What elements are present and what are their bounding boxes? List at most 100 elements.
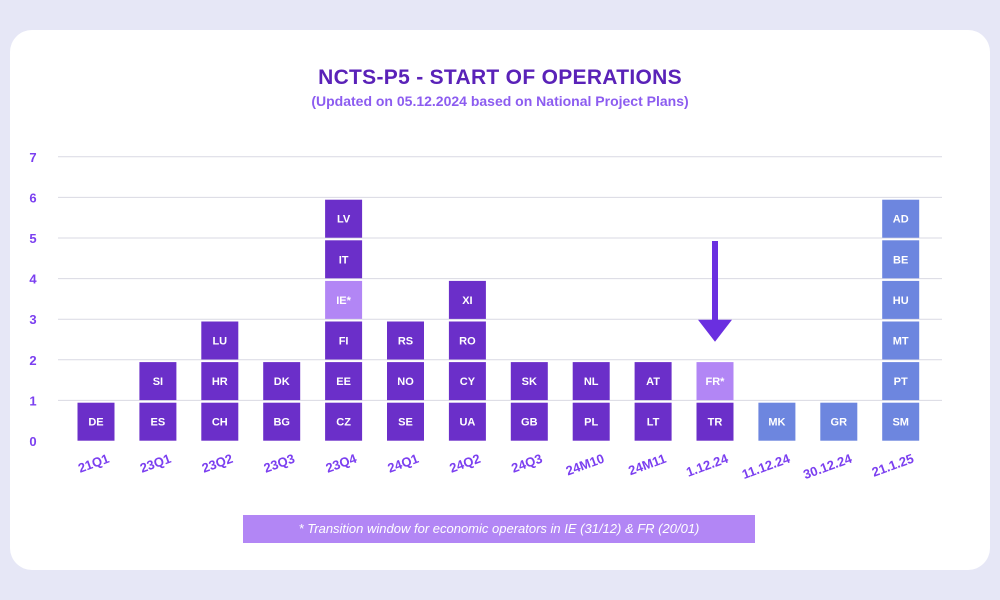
bar-segment-lu (201, 321, 239, 360)
bar-segment-ua (448, 402, 486, 441)
bar-segment-fi (325, 321, 363, 360)
x-tick-label: 1.12.24 (684, 450, 731, 479)
bar-label: DE (88, 417, 103, 429)
x-tick-label: 23Q4 (324, 450, 360, 475)
bar-label: PT (894, 376, 908, 388)
bar-label: SM (892, 417, 909, 429)
bar-label: RO (459, 336, 476, 348)
bar-segment-pl (572, 402, 610, 441)
bar-segment-es (139, 402, 177, 441)
bar-label: TR (708, 417, 723, 429)
bar-label: DK (274, 376, 290, 388)
x-tick-label: 23Q3 (262, 451, 297, 476)
bar-label: IT (339, 254, 349, 266)
x-tick-label: 24Q1 (386, 451, 421, 476)
bar-label: SI (153, 376, 163, 388)
bar-label: HR (212, 376, 228, 388)
arrow-shaft (712, 241, 718, 322)
y-tick-label: 5 (29, 231, 36, 246)
x-tick-label: 30.12.24 (801, 450, 854, 482)
chart-title: NCTS-P5 - START OF OPERATIONS (318, 66, 682, 89)
bar-label: RS (398, 336, 413, 348)
bar-label: SK (522, 376, 537, 388)
footnote-transition-window: * Transition window for economic operato… (243, 515, 755, 543)
bar-label: HU (893, 295, 909, 307)
bar-label: AD (893, 214, 909, 226)
x-tick-label: 21.1.25 (870, 451, 916, 480)
bar-segment-ee (325, 362, 363, 401)
x-tick-label: 24Q3 (509, 451, 544, 476)
bar-label: LU (212, 336, 227, 348)
x-tick-label: 23Q1 (138, 451, 173, 476)
bar-label: LV (337, 214, 351, 226)
bar-segment-rs (387, 321, 424, 360)
y-tick-label: 2 (29, 353, 36, 368)
bar-segment-cz (325, 402, 363, 441)
bar-segment-cy (448, 362, 486, 401)
bar-segment-se (387, 402, 424, 441)
arrow-head-icon (698, 319, 732, 342)
bar-segment-mk (758, 402, 796, 441)
y-tick-label: 1 (29, 393, 36, 408)
bar-label: EE (336, 376, 351, 388)
bar-segment-gr (820, 402, 858, 441)
bar-segment-gb (510, 402, 548, 441)
bar-label: BE (893, 254, 908, 266)
bar-segment-pt (882, 362, 920, 401)
y-tick-label: 0 (29, 434, 36, 449)
chart-card (10, 30, 990, 570)
bar-segment-ro (448, 321, 486, 360)
bar-segment-nl (572, 362, 610, 401)
y-tick-label: 4 (29, 272, 37, 287)
bar-label: CH (212, 417, 228, 429)
bar-label: SE (398, 417, 413, 429)
bar-segment-xi (448, 280, 486, 319)
bar-segment-tr (696, 402, 734, 441)
bar-segment-mt (882, 321, 920, 360)
bar-segment-sk (510, 362, 548, 401)
x-tick-label: 24M10 (564, 451, 606, 479)
bar-segment-ie (325, 280, 363, 319)
bar-label: CY (460, 376, 476, 388)
y-tick-label: 7 (29, 150, 36, 165)
bar-label: CZ (336, 417, 351, 429)
x-tick-label: 24Q2 (447, 451, 482, 476)
bar-label: FR* (706, 376, 726, 388)
chart-subtitle: (Updated on 05.12.2024 based on National… (311, 93, 689, 109)
bar-segment-hu (882, 280, 920, 319)
bar-segment-fr (696, 362, 734, 401)
x-tick-label: 21Q1 (76, 451, 111, 476)
bar-label: IE* (336, 295, 351, 307)
bar-segment-de (77, 402, 115, 441)
bar-label: FI (339, 336, 349, 348)
bar-label: NL (584, 376, 599, 388)
bar-label: GR (831, 417, 848, 429)
bar-label: PL (584, 417, 598, 429)
bar-segment-hr (201, 362, 239, 401)
y-tick-label: 6 (29, 190, 36, 205)
bar-segment-sm (882, 402, 920, 441)
bar-segment-it (325, 240, 363, 279)
bar-segment-at (634, 362, 672, 401)
y-tick-label: 3 (29, 312, 36, 327)
bar-label: AT (646, 376, 660, 388)
bar-label: GB (521, 417, 538, 429)
x-tick-label: 23Q2 (200, 451, 235, 476)
bar-segment-no (387, 362, 424, 401)
bar-label: BG (273, 417, 290, 429)
bar-segment-ad (882, 199, 920, 238)
bar-label: UA (459, 417, 475, 429)
bar-label: MK (768, 417, 785, 429)
bar-label: XI (462, 295, 472, 307)
x-tick-label: 24M11 (626, 451, 668, 478)
bar-label: MT (893, 336, 909, 348)
bar-label: ES (151, 417, 166, 429)
x-tick-label: 11.12.24 (740, 450, 793, 481)
bar-segment-bg (263, 402, 301, 441)
bar-segment-be (882, 240, 920, 279)
bar-segment-lt (634, 402, 672, 441)
bar-segment-dk (263, 362, 301, 401)
bar-segment-si (139, 362, 177, 401)
bar-label: LT (647, 417, 660, 429)
